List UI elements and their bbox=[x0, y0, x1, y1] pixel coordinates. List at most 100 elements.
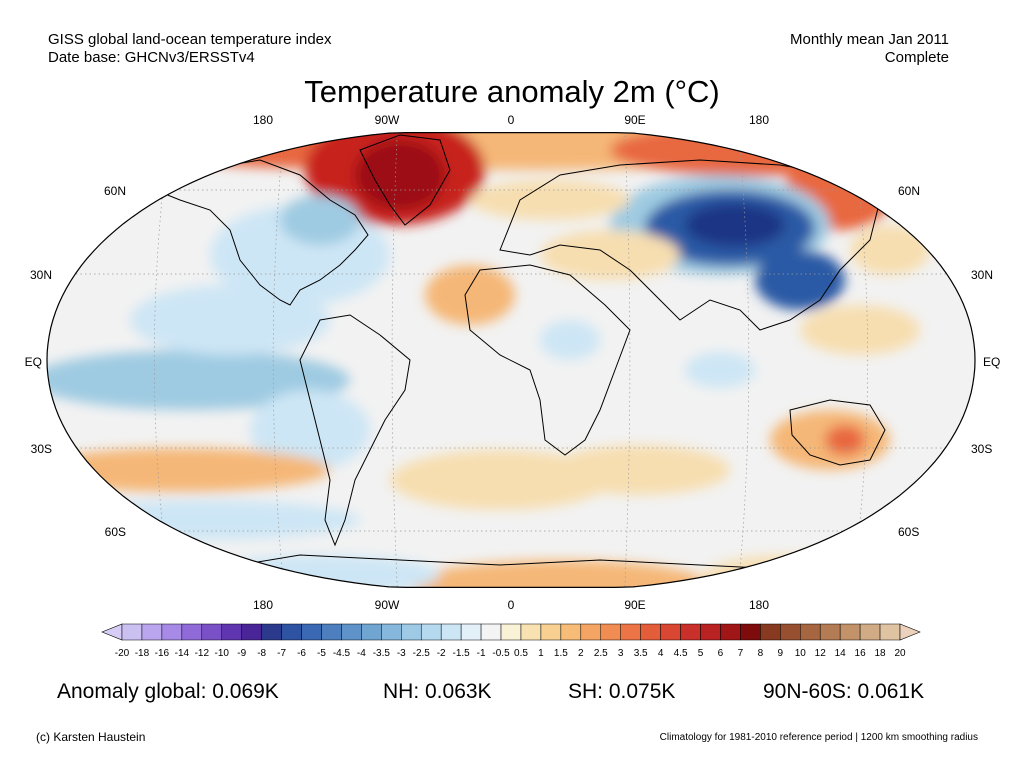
china-cold bbox=[755, 250, 845, 310]
globe-outline bbox=[46, 132, 976, 588]
colorbar-label: 4.5 bbox=[674, 648, 688, 659]
header-database: Date base: GHCNv3/ERSSTv4 bbox=[48, 49, 255, 66]
lon-label-bottom-0: 180 bbox=[253, 598, 273, 612]
eurasia-outline bbox=[499, 159, 881, 331]
greenland-outline bbox=[359, 134, 451, 226]
colorbar-label: 2 bbox=[578, 648, 584, 659]
page-title: Temperature anomaly 2m (°C) bbox=[304, 74, 720, 109]
colorbar-cell bbox=[500, 623, 522, 641]
colorbar-cell bbox=[819, 623, 841, 641]
colorbar-cell bbox=[620, 623, 641, 641]
stat-global: Anomaly global: 0.069K bbox=[57, 680, 279, 703]
lon-label-top-4: 180 bbox=[749, 113, 769, 127]
west-pacific-warm bbox=[800, 305, 920, 355]
colorbar-label: 12 bbox=[815, 648, 827, 659]
indian-ocean-warm bbox=[550, 445, 730, 495]
colorbar-max-arrow bbox=[899, 623, 921, 641]
lon-label-top-1: 90W bbox=[375, 113, 400, 127]
lon-label-bottom-3: 90E bbox=[624, 598, 645, 612]
pacific-cool-north bbox=[130, 285, 330, 355]
colorbar-cell bbox=[261, 623, 282, 641]
colorbar-cell bbox=[859, 623, 881, 641]
colorbar-label: -7 bbox=[277, 648, 286, 659]
colorbar-label: 4 bbox=[658, 648, 664, 659]
colorbar-cells bbox=[101, 623, 921, 641]
colorbar-cell bbox=[680, 623, 701, 641]
colorbar-min-arrow bbox=[101, 623, 123, 641]
colorbar-cell bbox=[301, 623, 322, 641]
south-america-outline bbox=[299, 314, 411, 547]
colorbar-label: 20 bbox=[894, 648, 906, 659]
colorbar-cell bbox=[281, 623, 302, 641]
antarctic-warm bbox=[410, 560, 710, 588]
colorbar-label: -3 bbox=[397, 648, 406, 659]
middle-east-warm bbox=[540, 230, 680, 280]
colorbar-label: 1 bbox=[538, 648, 544, 659]
colorbar-cell bbox=[520, 623, 542, 641]
lon-label-bottom-4: 180 bbox=[749, 598, 769, 612]
colorbar-cell bbox=[121, 623, 143, 641]
colorbar-cell bbox=[161, 623, 183, 641]
colorbar-label: 0.5 bbox=[514, 648, 528, 659]
africa-outline bbox=[464, 264, 631, 456]
pacific-cool-band bbox=[47, 350, 350, 410]
colorbar-label: 3 bbox=[618, 648, 624, 659]
colorbar-label: -1 bbox=[477, 648, 486, 659]
header-dataset: GISS global land-ocean temperature index bbox=[48, 31, 332, 48]
colorbar-cell bbox=[540, 623, 562, 641]
colorbar-label: -18 bbox=[135, 648, 150, 659]
colorbar-cell bbox=[720, 623, 741, 641]
footer-note: Climatology for 1981-2010 reference peri… bbox=[659, 732, 978, 743]
colorbar-label: -5 bbox=[317, 648, 326, 659]
header-period: Monthly mean Jan 2011 bbox=[790, 31, 949, 48]
lat-label-right-2: EQ bbox=[983, 355, 1000, 369]
colorbar-label: 8 bbox=[758, 648, 764, 659]
colorbar-label: 2.5 bbox=[594, 648, 608, 659]
lat-label-left-4: 60S bbox=[105, 525, 126, 539]
lat-label-left-1: 30N bbox=[30, 268, 52, 282]
lon-label-top-2: 0 bbox=[508, 113, 515, 127]
colorbar-cell bbox=[700, 623, 721, 641]
colorbar-label: -12 bbox=[195, 648, 210, 659]
lon-label-bottom-2: 0 bbox=[508, 598, 515, 612]
indian-cool bbox=[685, 352, 755, 388]
lat-label-right-1: 30N bbox=[971, 268, 993, 282]
lat-label-left-3: 30S bbox=[31, 442, 52, 456]
header-status: Complete bbox=[884, 49, 949, 66]
colorbar-label: 1.5 bbox=[554, 648, 568, 659]
colorbar-cell bbox=[221, 623, 242, 641]
colorbar-label: -4.5 bbox=[333, 648, 351, 659]
colorbar-label: -9 bbox=[237, 648, 246, 659]
greenland-core bbox=[355, 140, 445, 210]
lon-labels-bottom: 180 90W 0 90E 180 bbox=[253, 598, 769, 612]
colorbar-label: -10 bbox=[215, 648, 230, 659]
colorbar-cell bbox=[800, 623, 821, 641]
colorbar-cell bbox=[839, 623, 861, 641]
colorbar-cell bbox=[181, 623, 203, 641]
australia-outline bbox=[789, 399, 886, 466]
japan-warm bbox=[850, 225, 930, 275]
canada-cool bbox=[280, 195, 360, 245]
colorbar-label: 9 bbox=[778, 648, 784, 659]
colorbar-label: -0.5 bbox=[492, 648, 510, 659]
colorbar-label: 18 bbox=[874, 648, 886, 659]
pacific-cool-south bbox=[250, 390, 370, 470]
lon-label-top-3: 90E bbox=[624, 113, 645, 127]
lon-label-top-0: 180 bbox=[253, 113, 273, 127]
colorbar-cell bbox=[401, 623, 422, 641]
colorbar-label: -16 bbox=[155, 648, 170, 659]
lat-label-right-4: 60S bbox=[898, 525, 919, 539]
colorbar-label: -20 bbox=[115, 648, 130, 659]
colorbar-cell bbox=[780, 623, 801, 641]
colorbar-cell bbox=[879, 623, 901, 641]
colorbar-cell bbox=[600, 623, 621, 641]
africa-cool bbox=[540, 320, 600, 360]
footer-credit: (c) Karsten Haustein bbox=[36, 730, 146, 744]
colorbar-cell bbox=[241, 623, 262, 641]
stat-band: 90N-60S: 0.061K bbox=[763, 680, 925, 703]
australia-hot bbox=[825, 425, 865, 455]
colorbar-cell bbox=[660, 623, 681, 641]
colorbar-cell bbox=[420, 623, 442, 641]
colorbar-label: -2 bbox=[437, 648, 446, 659]
